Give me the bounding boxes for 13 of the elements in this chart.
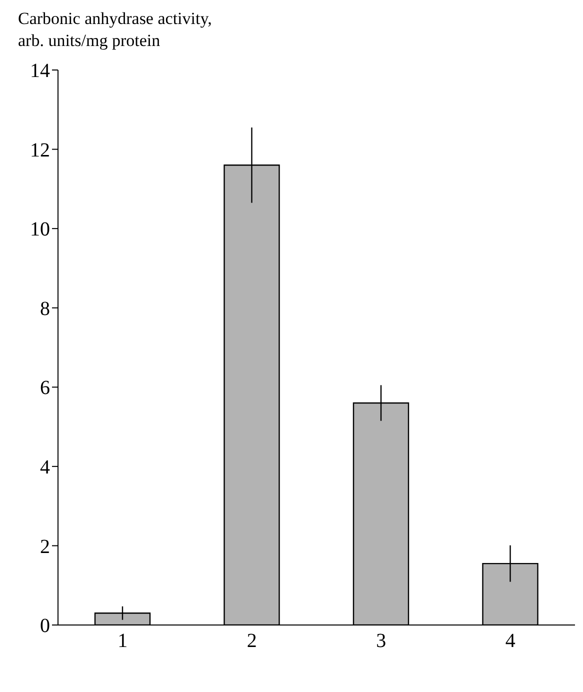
y-tick-label: 12 — [30, 139, 50, 162]
y-tick-label: 8 — [40, 298, 50, 320]
y-tick-label: 14 — [30, 60, 50, 82]
y-tick-label: 2 — [40, 536, 50, 558]
y-tick-label: 4 — [40, 456, 50, 479]
x-tick-label: 2 — [246, 630, 257, 652]
y-tick-label: 6 — [40, 377, 50, 400]
y-tick-label: 0 — [40, 615, 50, 638]
x-tick-label: 1 — [118, 630, 128, 652]
y-axis-title: Carbonic anhydrase activity, arb. units/mg protein — [18, 8, 213, 52]
x-tick-label: 4 — [505, 630, 516, 652]
y-tick-label: 10 — [30, 218, 50, 241]
x-tick-label: 3 — [376, 630, 386, 652]
